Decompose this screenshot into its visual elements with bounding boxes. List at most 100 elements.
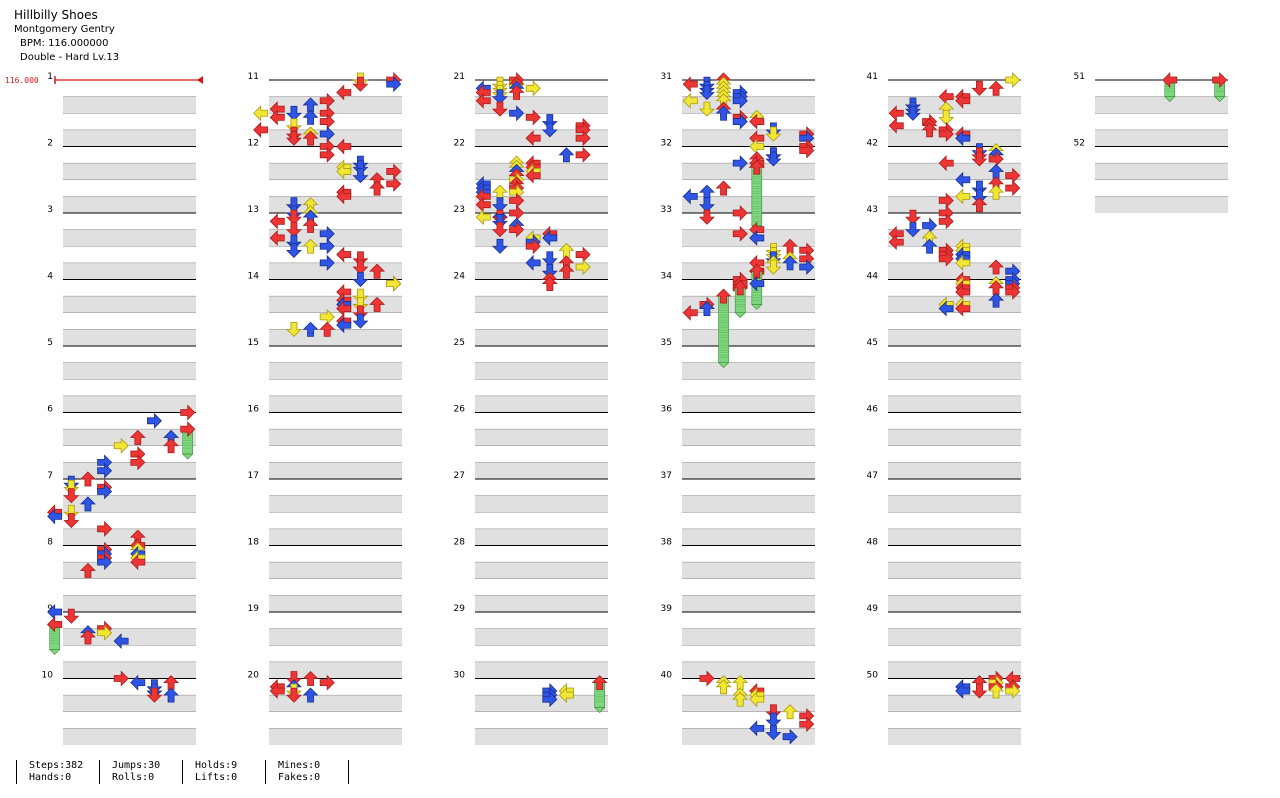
measure-number: 25 <box>454 338 465 348</box>
beat-band <box>888 661 1021 679</box>
arrow-up-icon <box>369 263 386 279</box>
measure-31 <box>682 79 815 147</box>
arrow-down-icon <box>352 159 369 175</box>
beat-band <box>63 495 196 513</box>
arrow-down-icon <box>63 504 80 520</box>
measure-12 <box>269 146 402 213</box>
note-arrow <box>765 126 782 142</box>
note-arrow <box>285 197 302 213</box>
arrow-up-icon <box>715 288 732 304</box>
arrow-left-icon <box>542 229 558 246</box>
measure-40 <box>682 678 815 745</box>
arrow-right-icon <box>319 674 335 691</box>
arrow-right-icon <box>575 246 591 263</box>
note-arrow <box>97 624 113 641</box>
arrow-left-icon <box>336 317 352 334</box>
beat-band <box>682 229 815 247</box>
measure-number: 41 <box>867 72 878 82</box>
arrow-right-icon <box>1212 72 1228 88</box>
arrow-down-icon <box>765 712 782 728</box>
beat-band <box>682 262 815 280</box>
note-arrow <box>508 84 525 100</box>
beat-band <box>269 296 402 313</box>
measure-number: 4 <box>47 272 53 282</box>
hold-tail <box>593 707 606 714</box>
arrow-right-icon <box>799 259 815 275</box>
arrow-right-icon <box>575 259 591 275</box>
note-arrow <box>971 197 988 213</box>
beat-band <box>888 96 1021 114</box>
beat-band <box>63 462 196 479</box>
note-arrow <box>269 109 285 126</box>
note-arrow <box>575 246 591 263</box>
note-arrow <box>525 254 541 271</box>
hold-tail <box>181 453 194 460</box>
note-arrow <box>386 76 402 93</box>
arrow-up-icon <box>302 130 319 146</box>
note-arrow <box>938 126 954 142</box>
note-arrow <box>525 167 541 184</box>
note-arrow <box>904 222 921 238</box>
beat-band <box>269 528 402 546</box>
stat-fakes: Fakes:0 <box>278 772 321 783</box>
arrow-left-icon <box>336 246 352 263</box>
note-arrow <box>475 209 491 226</box>
arrow-left-icon <box>955 300 971 317</box>
bpm-info: BPM: 116.000000 <box>20 38 109 49</box>
beat-band <box>63 296 196 313</box>
song-title: Hillbilly Shoes <box>14 8 98 22</box>
arrow-up-icon <box>302 687 319 703</box>
arrow-down-icon <box>63 479 80 495</box>
beat-band <box>269 196 402 213</box>
arrow-up-icon <box>319 321 336 337</box>
measure-number: 40 <box>661 671 673 681</box>
note-arrow <box>955 683 971 699</box>
note-arrow <box>1162 72 1178 103</box>
arrow-down-icon <box>491 222 508 238</box>
arrow-left-icon <box>253 105 269 122</box>
note-arrow <box>921 238 938 254</box>
note-arrow <box>732 205 748 221</box>
arrow-down-icon <box>491 89 508 105</box>
beat-band <box>475 462 608 479</box>
measure-49 <box>888 611 1021 679</box>
note-arrow <box>352 168 369 184</box>
arrow-down-icon <box>285 105 302 121</box>
measure-number: 21 <box>454 72 465 82</box>
arrow-left-icon <box>336 84 352 101</box>
arrow-right-icon <box>113 437 129 454</box>
note-arrow <box>253 121 269 138</box>
measure-26 <box>475 412 608 479</box>
note-arrow <box>319 321 336 337</box>
note-arrow <box>491 238 508 254</box>
note-arrow <box>765 712 782 728</box>
note-arrow <box>1005 683 1021 699</box>
arrow-left-icon <box>955 254 971 271</box>
note-arrow <box>130 554 146 571</box>
arrow-left-icon <box>955 92 971 109</box>
measure-number: 36 <box>661 405 673 415</box>
measure-18 <box>269 545 402 612</box>
beat-band <box>63 628 196 646</box>
beat-band <box>1095 96 1228 114</box>
beat-band <box>682 329 815 346</box>
arrow-left-icon <box>888 234 904 251</box>
note-arrow <box>748 159 765 231</box>
measure-30 <box>475 678 608 745</box>
arrow-right-icon <box>575 130 591 147</box>
stat-mines: Mines:0 <box>278 760 321 771</box>
measure-number: 22 <box>454 139 465 149</box>
arrow-down-icon <box>904 209 921 225</box>
beat-band <box>1095 163 1228 180</box>
beat-band <box>888 262 1021 280</box>
measure-25 <box>475 345 608 413</box>
beat-band <box>475 329 608 346</box>
arrow-left-icon <box>955 188 971 205</box>
arrow-left-icon <box>955 130 971 147</box>
arrow-left-icon <box>475 209 491 226</box>
measure-number: 35 <box>661 338 672 348</box>
arrow-right-icon <box>732 155 748 172</box>
arrow-up-icon <box>782 704 799 720</box>
measure-number: 32 <box>661 139 672 149</box>
stat-holds: Holds:9 <box>195 760 238 771</box>
